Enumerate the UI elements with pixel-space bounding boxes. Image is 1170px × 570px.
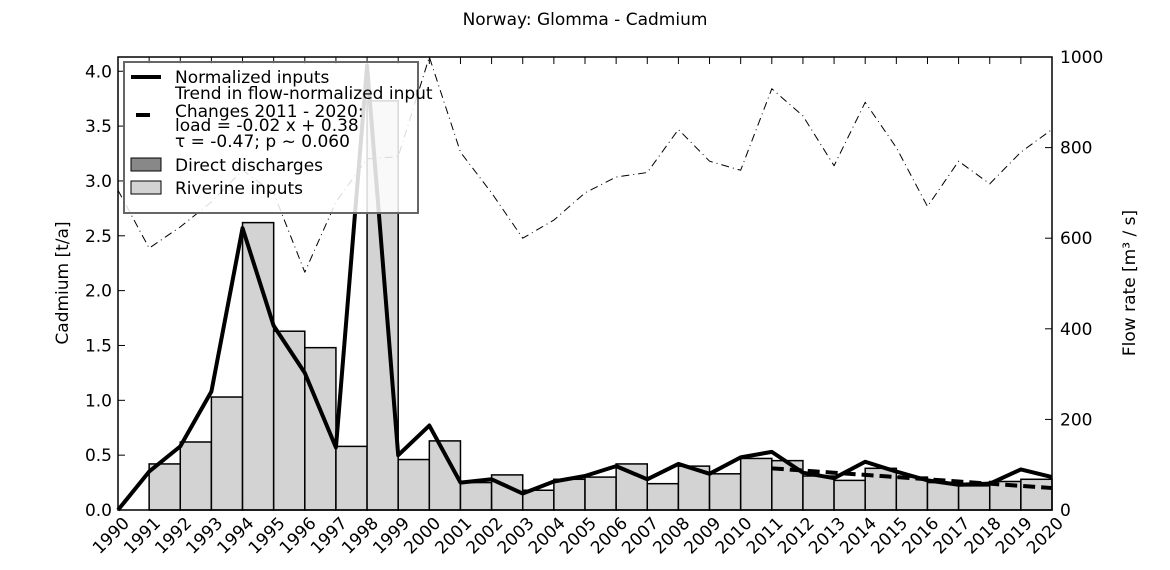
legend-label: Trend in flow-normalized input	[174, 84, 433, 104]
bar	[553, 478, 586, 511]
bar	[397, 458, 431, 511]
y2-tick-label: 600	[1060, 229, 1092, 249]
y-tick-label: 3.5	[85, 117, 112, 137]
bar	[241, 221, 275, 511]
y2-tick-label: 0	[1060, 501, 1071, 521]
bar	[802, 475, 835, 511]
bar	[708, 473, 742, 511]
bar	[584, 476, 617, 511]
y-axis-label: Cadmium [t/a]	[53, 221, 73, 344]
bar	[272, 330, 306, 511]
legend-swatch	[130, 180, 162, 195]
y2-tick-label: 400	[1060, 320, 1092, 340]
line-line	[116, 63, 1053, 512]
bar	[739, 457, 773, 511]
y-tick-label: 3.0	[85, 172, 112, 192]
y-tick-label: 0.5	[85, 446, 112, 466]
y-tick-label: 2.5	[85, 227, 112, 247]
legend-swatch	[130, 157, 162, 172]
y-tick-label: 2.0	[85, 282, 112, 302]
bar	[304, 346, 337, 511]
legend-label: Direct discharges	[175, 156, 323, 176]
legend-annotation: load = -0.02 x + 0.38	[175, 116, 359, 136]
y-tick-label: 0.0	[85, 501, 112, 521]
trend-line	[771, 466, 1053, 491]
legend-label: Riverine inputs	[175, 179, 303, 199]
bar	[210, 396, 244, 511]
legend-frame	[123, 61, 419, 214]
y-tick-label: 4.0	[85, 62, 112, 82]
legend-label: Normalized inputs	[175, 68, 330, 88]
y-tick-label: 1.5	[85, 336, 112, 356]
chart-title: Norway: Glomma - Cadmium	[463, 10, 708, 30]
bar	[459, 481, 493, 511]
y2-tick-label: 800	[1060, 139, 1092, 159]
legend-annotation: Changes 2011 - 2020:	[175, 102, 364, 122]
y2-tick-label: 200	[1060, 410, 1092, 430]
bar	[646, 482, 680, 511]
bar	[148, 463, 182, 511]
y2-tick-label: 1000	[1060, 48, 1103, 68]
bar	[895, 476, 929, 511]
bar	[179, 441, 213, 511]
bar	[335, 445, 368, 511]
bar	[833, 479, 866, 511]
bar	[926, 481, 960, 511]
bar	[957, 485, 991, 511]
y2-axis-label: Flow rate [m³ / s]	[1120, 210, 1140, 356]
y-tick-label: 1.0	[85, 391, 112, 411]
bar	[1020, 478, 1053, 511]
legend-annotation: τ = -0.47; p ~ 0.060	[175, 132, 350, 152]
